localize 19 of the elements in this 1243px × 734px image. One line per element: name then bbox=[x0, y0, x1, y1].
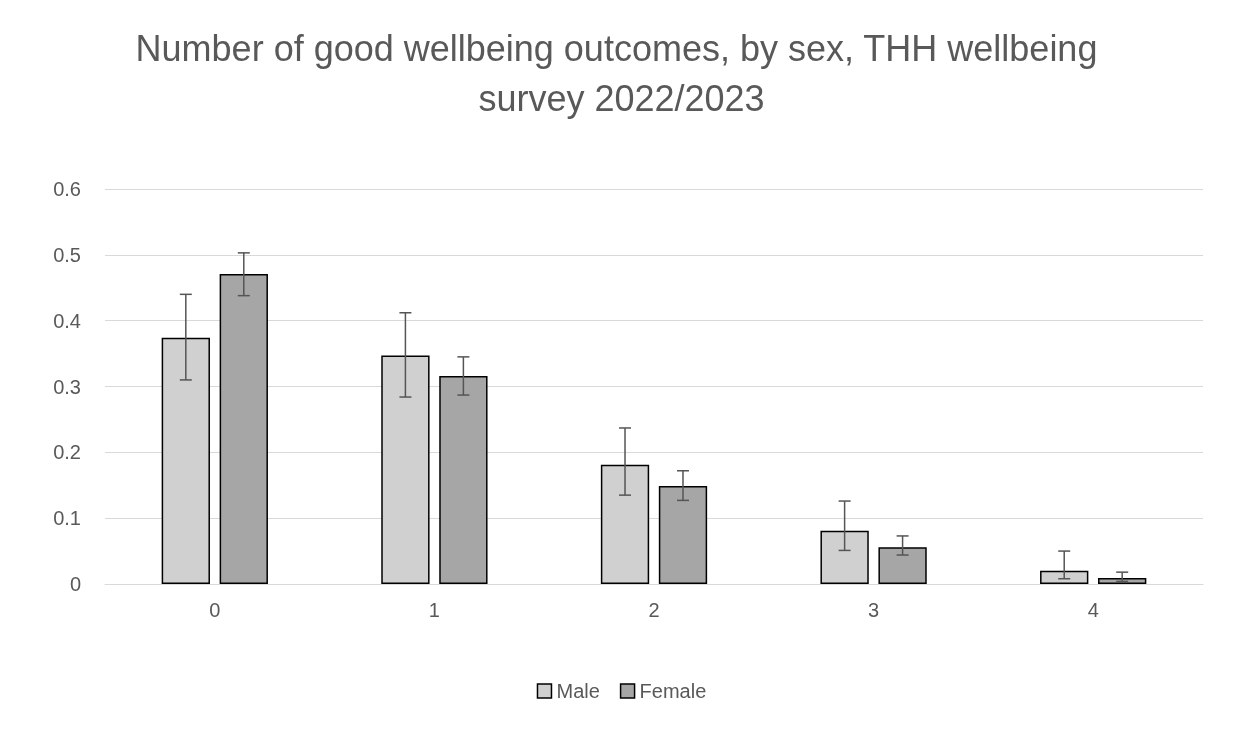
legend-label: Male bbox=[556, 680, 600, 702]
y-tick-label: 0.3 bbox=[53, 375, 81, 398]
chart-title: Number of good wellbeing outcomes, by sex, THH wellbeing survey 2022/2023 bbox=[135, 27, 1108, 119]
bar bbox=[878, 547, 927, 584]
y-tick-label: 0.2 bbox=[53, 441, 81, 464]
x-tick-label: 2 bbox=[648, 599, 660, 621]
bar bbox=[658, 485, 708, 584]
y-tick-label: 0.4 bbox=[53, 309, 81, 332]
bar bbox=[439, 375, 488, 584]
legend-label: Female bbox=[639, 680, 707, 702]
bar bbox=[219, 273, 268, 584]
y-tick-label: 0.5 bbox=[53, 243, 81, 266]
y-tick-label: 0.1 bbox=[53, 507, 81, 530]
y-tick-label: 0.6 bbox=[53, 178, 81, 200]
y-tick-label: 0 bbox=[69, 573, 81, 595]
x-tick-label: 3 bbox=[868, 599, 880, 621]
x-tick-label: 4 bbox=[1087, 599, 1099, 621]
x-tick-label: 1 bbox=[428, 599, 440, 621]
x-tick-label: 0 bbox=[209, 599, 221, 621]
